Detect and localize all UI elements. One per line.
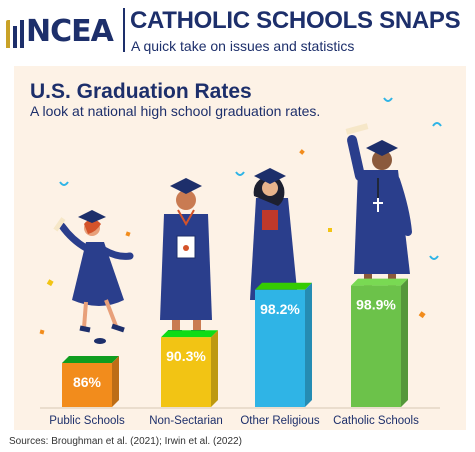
value-label: 90.3% bbox=[166, 348, 206, 364]
bar-front bbox=[62, 363, 112, 407]
bar-top bbox=[351, 278, 408, 286]
bar-public-schools: 86% Public Schools bbox=[49, 356, 125, 427]
page-subtitle: A quick take on issues and statistics bbox=[131, 38, 355, 54]
value-label: 98.2% bbox=[260, 301, 300, 317]
category-label: Catholic Schools bbox=[333, 415, 419, 427]
bars-layer: 86% Public Schools 90.3% Non-Sectarian 98.2%… bbox=[49, 278, 419, 427]
chart-title: U.S. Graduation Rates bbox=[30, 80, 252, 103]
category-label: Other Religious bbox=[240, 415, 320, 427]
bar-front bbox=[255, 289, 305, 407]
graduate-nonsectarian-icon bbox=[160, 178, 212, 335]
bar-catholic-schools: 98.9% Catholic Schools bbox=[333, 278, 419, 427]
bar-top bbox=[255, 282, 312, 290]
bar-non-sectarian: 90.3% Non-Sectarian bbox=[149, 330, 223, 427]
header: NCEA CATHOLIC SCHOOLS SNAPS A quick take… bbox=[0, 0, 475, 58]
sources-note: Sources: Broughman et al. (2021); Irwin … bbox=[9, 436, 242, 447]
bar-side bbox=[401, 278, 408, 407]
ncea-logo[interactable]: NCEA bbox=[4, 8, 122, 50]
bar-side bbox=[211, 330, 218, 407]
bar-top bbox=[62, 356, 119, 363]
bar-front bbox=[351, 285, 401, 407]
bar-top bbox=[161, 330, 218, 338]
bar-side bbox=[305, 282, 312, 407]
bar-other-religious: 98.2% Other Religious bbox=[240, 282, 320, 427]
graduate-other-religious-icon bbox=[250, 168, 304, 329]
chart-subtitle: A look at national high school graduatio… bbox=[30, 103, 321, 119]
logo-text: NCEA bbox=[26, 14, 114, 49]
category-label: Public Schools bbox=[49, 415, 125, 427]
graduate-public-icon bbox=[53, 210, 134, 344]
page-title: CATHOLIC SCHOOLS SNAPS bbox=[130, 7, 461, 34]
value-label: 98.9% bbox=[356, 297, 396, 313]
ncea-logo-mark-icon bbox=[6, 20, 24, 48]
category-label: Non-Sectarian bbox=[149, 415, 223, 427]
bar-front bbox=[161, 337, 211, 407]
bar-side bbox=[112, 356, 119, 407]
header-divider bbox=[123, 8, 125, 52]
value-label: 86% bbox=[73, 374, 102, 390]
